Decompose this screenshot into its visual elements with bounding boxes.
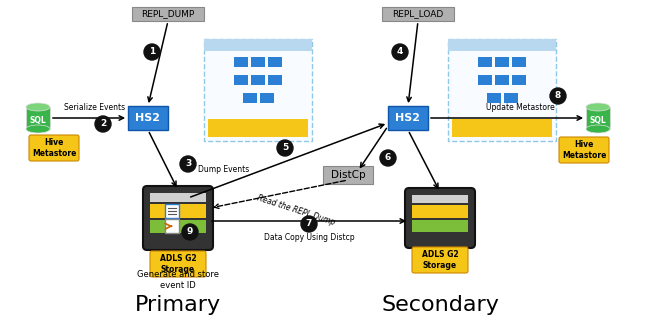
Text: 5: 5 [282, 143, 288, 152]
FancyBboxPatch shape [487, 93, 500, 103]
FancyBboxPatch shape [204, 39, 312, 141]
Circle shape [277, 140, 293, 156]
FancyBboxPatch shape [128, 106, 168, 130]
Text: Hive
Metastore: Hive Metastore [32, 138, 76, 158]
Ellipse shape [586, 125, 610, 133]
FancyBboxPatch shape [234, 75, 248, 85]
Ellipse shape [26, 103, 50, 111]
FancyBboxPatch shape [150, 193, 206, 202]
FancyBboxPatch shape [478, 75, 492, 85]
FancyBboxPatch shape [150, 251, 206, 277]
FancyBboxPatch shape [412, 205, 468, 218]
Text: 8: 8 [555, 91, 561, 100]
FancyBboxPatch shape [204, 39, 312, 51]
Ellipse shape [586, 103, 610, 111]
FancyBboxPatch shape [412, 195, 468, 203]
Circle shape [380, 150, 396, 166]
Text: ADLS G2
Storage: ADLS G2 Storage [422, 250, 458, 270]
Circle shape [392, 44, 408, 60]
FancyBboxPatch shape [150, 220, 206, 233]
FancyBboxPatch shape [29, 135, 79, 161]
FancyBboxPatch shape [165, 204, 179, 218]
FancyBboxPatch shape [323, 166, 373, 184]
FancyBboxPatch shape [405, 188, 475, 248]
Text: 2: 2 [100, 119, 106, 128]
Text: Update Metastore: Update Metastore [485, 103, 555, 112]
Text: 6: 6 [385, 153, 391, 162]
Circle shape [180, 156, 196, 172]
FancyBboxPatch shape [165, 219, 179, 233]
FancyBboxPatch shape [495, 57, 509, 67]
Text: Secondary: Secondary [381, 295, 499, 315]
Text: Hive
Metastore: Hive Metastore [562, 140, 606, 160]
FancyBboxPatch shape [478, 57, 492, 67]
FancyBboxPatch shape [512, 75, 526, 85]
FancyBboxPatch shape [259, 93, 273, 103]
FancyBboxPatch shape [26, 107, 50, 129]
Text: DistCp: DistCp [330, 170, 365, 180]
FancyBboxPatch shape [251, 75, 265, 85]
Text: Generate and store
event ID: Generate and store event ID [137, 270, 219, 291]
Circle shape [301, 216, 317, 232]
Text: ADLS G2
Storage: ADLS G2 Storage [159, 254, 196, 274]
Circle shape [182, 224, 198, 240]
Text: SQL: SQL [590, 116, 607, 125]
Text: Primary: Primary [135, 295, 221, 315]
FancyBboxPatch shape [242, 93, 257, 103]
FancyBboxPatch shape [512, 57, 526, 67]
Text: Serialize Events: Serialize Events [64, 103, 126, 112]
Text: 9: 9 [187, 228, 193, 237]
Text: 3: 3 [185, 160, 191, 169]
Circle shape [144, 44, 160, 60]
Ellipse shape [26, 125, 50, 133]
FancyBboxPatch shape [495, 75, 509, 85]
FancyBboxPatch shape [268, 75, 282, 85]
Text: 1: 1 [149, 48, 155, 56]
FancyBboxPatch shape [382, 7, 454, 21]
Circle shape [550, 88, 566, 104]
FancyBboxPatch shape [132, 7, 204, 21]
FancyBboxPatch shape [412, 247, 468, 273]
FancyBboxPatch shape [559, 137, 609, 163]
FancyBboxPatch shape [503, 93, 518, 103]
FancyBboxPatch shape [388, 106, 428, 130]
FancyBboxPatch shape [412, 220, 468, 232]
Text: Data Copy Using Distcp: Data Copy Using Distcp [264, 232, 354, 241]
FancyBboxPatch shape [150, 204, 206, 218]
FancyBboxPatch shape [251, 57, 265, 67]
FancyBboxPatch shape [208, 119, 308, 137]
FancyBboxPatch shape [234, 57, 248, 67]
FancyBboxPatch shape [586, 107, 610, 129]
Text: HS2: HS2 [395, 113, 421, 123]
Text: Dump Events: Dump Events [198, 166, 249, 175]
FancyBboxPatch shape [268, 57, 282, 67]
Text: REPL_DUMP: REPL_DUMP [141, 10, 194, 19]
FancyBboxPatch shape [448, 39, 556, 51]
FancyBboxPatch shape [143, 186, 213, 250]
Text: 4: 4 [397, 48, 403, 56]
Text: 7: 7 [306, 220, 312, 229]
Text: SQL: SQL [30, 116, 47, 125]
FancyBboxPatch shape [452, 119, 552, 137]
FancyBboxPatch shape [448, 39, 556, 141]
Text: Read the REPL Dump: Read the REPL Dump [256, 193, 336, 227]
Circle shape [95, 116, 111, 132]
Text: REPL_LOAD: REPL_LOAD [393, 10, 444, 19]
Text: HS2: HS2 [135, 113, 161, 123]
